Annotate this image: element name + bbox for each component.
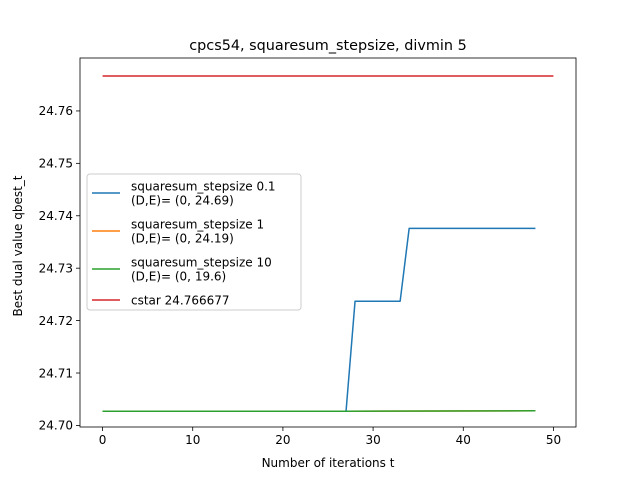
x-tick-label: 20 bbox=[275, 433, 290, 447]
x-tick-label: 30 bbox=[365, 433, 380, 447]
x-axis-label: Number of iterations t bbox=[262, 456, 395, 470]
y-tick-label: 24.75 bbox=[39, 157, 73, 171]
y-tick-label: 24.70 bbox=[39, 419, 73, 433]
plot-layer: 0 10 20 30 40 50 24.70 24.71 24.72 24.73 24.74 24.7… bbox=[39, 57, 577, 447]
y-tick-label: 24.76 bbox=[39, 104, 73, 118]
y-tick-label: 24.72 bbox=[39, 314, 73, 328]
series-line-3 bbox=[102, 410, 536, 413]
x-tick-label: 50 bbox=[546, 433, 561, 447]
legend-label-4: cstar 24.766677 bbox=[131, 294, 230, 308]
legend-label-3: squaresum_stepsize 10 (D,E)= (0, 19.6) bbox=[131, 256, 272, 284]
y-tick-label: 24.73 bbox=[39, 261, 73, 275]
y-tick-label: 24.74 bbox=[39, 209, 73, 223]
legend-label-1: squaresum_stepsize 0.1 (D,E)= (0, 24.69) bbox=[131, 180, 276, 208]
x-tick-label: 40 bbox=[456, 433, 471, 447]
y-tick-label: 24.71 bbox=[39, 366, 73, 380]
x-tick-label: 0 bbox=[99, 433, 107, 447]
chart-title: cpcs54, squaresum_stepsize, divmin 5 bbox=[189, 38, 466, 54]
y-axis-label: Best dual value qbest_t bbox=[11, 175, 25, 316]
legend: squaresum_stepsize 0.1 (D,E)= (0, 24.69) s… bbox=[86, 173, 302, 311]
x-tick-label: 10 bbox=[185, 433, 200, 447]
legend-label-2: squaresum_stepsize 1 (D,E)= (0, 24.19) bbox=[131, 218, 264, 246]
legend-box bbox=[86, 173, 302, 311]
axes-frame bbox=[79, 57, 577, 428]
